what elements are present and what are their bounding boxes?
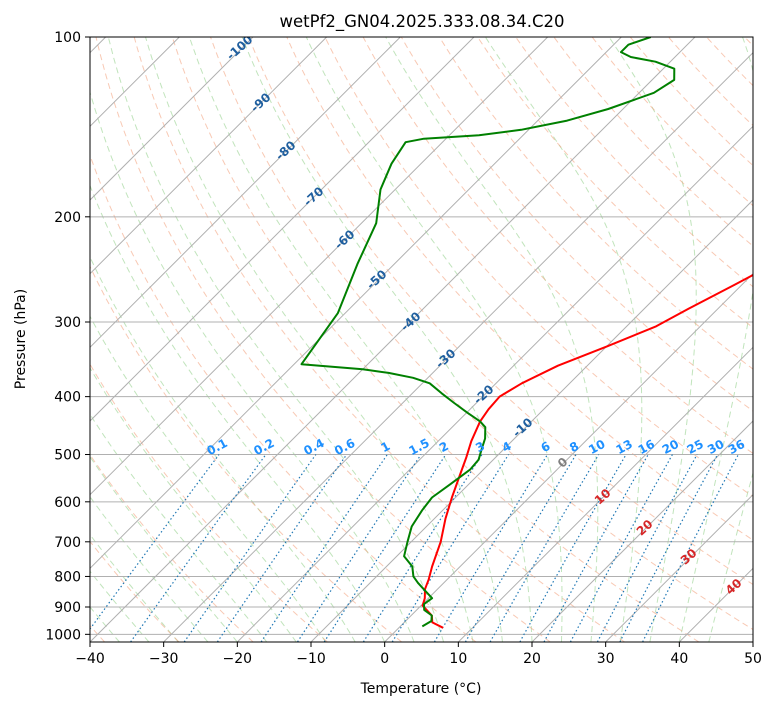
moist-adiabat-line — [188, 37, 503, 642]
dry-adiabat-line — [400, 37, 753, 412]
y-tick-label: 400 — [54, 390, 81, 406]
mixing-ratio-line — [296, 454, 422, 642]
isotherm-gridline — [90, 37, 401, 349]
moist-adiabat-line — [241, 37, 533, 642]
dry-adiabat-line — [90, 363, 328, 642]
mixing-ratio-line — [489, 454, 600, 642]
y-tick-label: 300 — [54, 315, 81, 331]
mixing-ratio-label: 13 — [614, 437, 635, 457]
dry-adiabat-line — [90, 265, 403, 642]
moist-adiabat-line — [90, 90, 415, 642]
x-axis-label: Temperature (°C) — [360, 681, 482, 697]
plot-area: -100-90-80-70-60-50-40-30-20-10010203040… — [90, 37, 753, 642]
mixing-ratio-line — [391, 454, 510, 642]
dry-adiabat-line — [591, 37, 753, 207]
mixing-ratio-line — [323, 454, 447, 642]
moist-adiabat-line — [90, 255, 356, 642]
y-tick-label: 500 — [54, 448, 81, 464]
isotherm-gridline — [457, 346, 753, 642]
dry-adiabat-line — [133, 37, 625, 642]
mixing-ratio-line — [464, 454, 577, 642]
isotherm-gridline — [236, 125, 753, 642]
moist-adiabat-line — [678, 37, 753, 642]
x-tick-label: 0 — [380, 651, 389, 667]
moist-adiabat-line — [90, 184, 386, 642]
isotherm-gridline — [163, 51, 753, 642]
isotherm-gridline — [90, 37, 696, 642]
isotherm-gridline — [90, 37, 328, 275]
isotherm-gridline — [384, 272, 753, 642]
mixing-ratio-line — [433, 454, 549, 642]
moist-adiabat-line — [90, 495, 209, 642]
mixing-ratio-line — [362, 454, 483, 642]
mixing-ratio-label: 36 — [726, 437, 747, 457]
dry-adiabat-line — [324, 37, 753, 498]
sounding-profiles — [300, 37, 753, 629]
x-tick-label: −40 — [75, 651, 105, 667]
dry-adiabat-line — [210, 37, 753, 631]
plot-frame — [89, 36, 754, 643]
dry-adiabat-line — [171, 37, 700, 642]
x-tick-label: 30 — [597, 651, 615, 667]
chart-title: wetPf2_GN04.2025.333.08.34.C20 — [280, 12, 565, 32]
x-tick-label: 20 — [523, 651, 541, 667]
dewpoint-profile-line — [300, 37, 676, 628]
y-tick-label: 100 — [54, 30, 81, 46]
y-tick-label: 1000 — [45, 627, 81, 643]
x-tick-label: −30 — [149, 651, 179, 667]
x-axis: −40 −30 −20 −10 0 10 20 30 40 50 — [75, 642, 762, 667]
x-tick-label: 10 — [449, 651, 467, 667]
moist-adiabat-line — [107, 37, 445, 642]
dry-adiabat-line — [90, 153, 477, 642]
moist-adiabats — [90, 37, 753, 642]
y-tick-label: 700 — [54, 535, 81, 551]
y-tick-label: 600 — [54, 495, 81, 511]
isotherm-gridline — [605, 493, 753, 642]
moist-adiabat-line — [608, 37, 697, 642]
isotherm-gridline — [531, 420, 753, 642]
isotherm-gridline — [90, 37, 475, 422]
dry-adiabat-line — [362, 37, 753, 455]
y-tick-label: 200 — [54, 210, 81, 226]
moist-adiabat-line — [708, 471, 753, 642]
mixing-ratio-line — [596, 454, 698, 642]
dry-adiabats — [90, 37, 753, 642]
moist-adiabat-line — [305, 37, 563, 642]
mixing-ratio-line — [130, 454, 267, 642]
temperature-profile-line — [421, 273, 753, 629]
dry-adiabat-line — [553, 37, 753, 247]
x-tick-label: −10 — [296, 651, 326, 667]
dry-adiabat-line — [95, 37, 551, 642]
y-tick-label: 800 — [54, 569, 81, 585]
dry-adiabat-line — [477, 37, 753, 329]
mixing-ratio-lines — [90, 454, 739, 642]
mixing-ratio-label: 30 — [705, 437, 726, 457]
moist-adiabat-line — [145, 37, 474, 642]
isobars — [90, 37, 753, 635]
x-tick-label: 50 — [744, 651, 762, 667]
y-axis-label: Pressure (hPa) — [13, 289, 29, 389]
y-tick-label: 900 — [54, 600, 81, 616]
mixing-ratio-line — [260, 454, 388, 642]
x-tick-label: −20 — [223, 651, 253, 667]
moist-adiabat-line — [90, 456, 238, 642]
isotherms — [90, 37, 753, 642]
mixing-ratio-line — [642, 454, 739, 642]
x-tick-label: 40 — [670, 651, 688, 667]
y-axis: 100 200 300 400 500 600 700 800 900 1000 — [45, 30, 90, 643]
mixing-ratio-line — [619, 454, 719, 642]
moist-adiabat-line — [90, 533, 179, 642]
mixing-ratio-label: 16 — [636, 437, 657, 457]
isotherm-gridline — [90, 37, 254, 201]
mixing-ratio-label: 25 — [685, 437, 706, 457]
dry-adiabat-line — [248, 37, 753, 586]
mixing-ratio-label: 20 — [660, 437, 681, 457]
moist-adiabat-line — [90, 413, 268, 642]
isotherm-gridline — [310, 199, 753, 642]
mixing-ratio-label: 10 — [586, 437, 607, 457]
mixing-ratio-line — [90, 454, 220, 630]
